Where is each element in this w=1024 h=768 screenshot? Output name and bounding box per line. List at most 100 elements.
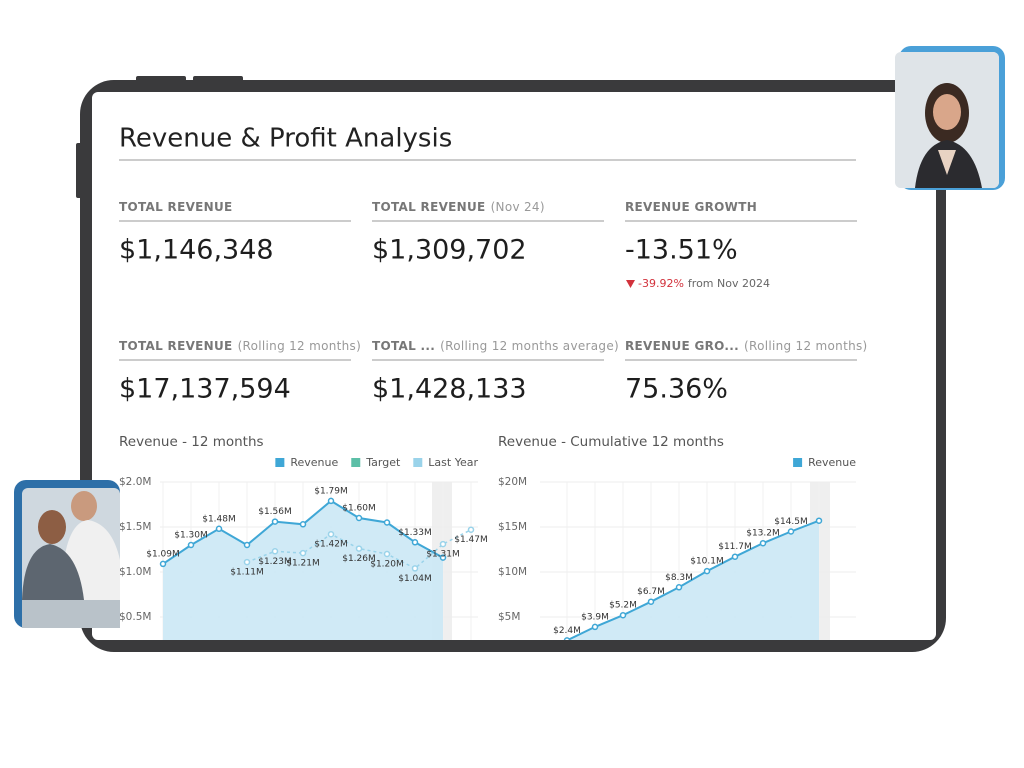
- point: [731, 553, 739, 560]
- data-label: $1.47M: [454, 535, 488, 545]
- point: [243, 558, 251, 566]
- kpi-label: REVENUE GROWTH: [625, 200, 757, 214]
- point: [215, 525, 223, 533]
- point: [271, 548, 279, 555]
- point: [703, 567, 711, 575]
- data-label: $1.23M: [258, 557, 292, 567]
- dashboard: Revenue & Profit Analysis TOTAL REVENUE $…: [119, 124, 868, 640]
- point: [411, 539, 419, 546]
- data-label: $1.31M: [426, 550, 460, 560]
- kpi-value: $17,137,594: [119, 374, 291, 405]
- point: [759, 539, 767, 547]
- chart-title: Revenue - 12 months: [119, 434, 264, 450]
- kpi-value: $1,428,133: [372, 374, 527, 405]
- kpi-label-text: REVENUE GRO...: [625, 339, 739, 353]
- data-label: $3.9M: [581, 612, 609, 622]
- legend-swatch: [793, 458, 803, 467]
- legend-swatch: [351, 458, 361, 467]
- kpi-value: 75.36%: [625, 374, 728, 405]
- kpi-label: TOTAL ... (Rolling 12 months average): [372, 339, 619, 353]
- data-label: $1.20M: [370, 560, 404, 570]
- point: [159, 560, 167, 568]
- data-label: $2.4M: [553, 626, 581, 636]
- data-label: $1.56M: [258, 507, 292, 517]
- point: [383, 519, 391, 526]
- point: [591, 623, 599, 631]
- y-tick-label: $10M: [498, 566, 527, 578]
- kpi-card: TOTAL ... (Rolling 12 months average) $1,4…: [372, 339, 619, 405]
- point: [815, 517, 823, 524]
- data-label: $1.26M: [342, 554, 376, 564]
- photo-right: [895, 46, 1005, 190]
- point: [439, 540, 447, 548]
- kpi-qualifier: (Nov 24): [491, 200, 545, 214]
- data-label: $1.42M: [314, 540, 348, 550]
- data-label: $1.11M: [230, 568, 264, 578]
- chart: Revenue - 12 months $2.0M $1.5M $1.0M $0.5M L…: [119, 434, 488, 640]
- line: [566, 519, 820, 640]
- data-label: $1.33M: [398, 528, 432, 538]
- change-value: -39.92%: [638, 277, 684, 290]
- kpi-card: TOTAL REVENUE (Nov 24) $1,309,702: [372, 200, 604, 266]
- kpi-qualifier: (Rolling 12 months average): [440, 339, 619, 353]
- kpi-label: TOTAL REVENUE (Rolling 12 months): [119, 339, 361, 353]
- legend-swatch: [275, 458, 285, 467]
- down-arrow: [626, 280, 635, 288]
- legend-label: Revenue: [808, 456, 856, 469]
- legend-label: Last Year: [428, 456, 478, 469]
- data-label: $1.48M: [202, 514, 236, 524]
- data-label: $14.5M: [774, 517, 808, 527]
- y-tick-label: $0.5M: [119, 611, 151, 623]
- kpi-label: REVENUE GRO... (Rolling 12 months): [625, 339, 868, 353]
- kpi-card: REVENUE GROWTH -13.51% -39.92% from Nov 202…: [625, 200, 857, 290]
- point: [327, 530, 335, 538]
- y-tick-label: $20M: [498, 476, 527, 488]
- data-label: $1.60M: [342, 504, 376, 514]
- area: [567, 520, 819, 640]
- data-label: $8.3M: [665, 573, 693, 583]
- data-label: $1.04M: [398, 574, 432, 584]
- y-tick-label: $1.5M: [119, 521, 151, 533]
- kpi-label: TOTAL REVENUE (Nov 24): [372, 200, 545, 214]
- kpi-label-text: TOTAL REVENUE: [372, 200, 486, 214]
- chart: Revenue - Cumulative 12 months $20M $15M $1…: [498, 434, 856, 640]
- point: [411, 565, 419, 572]
- kpi-value: -13.51%: [625, 235, 738, 266]
- photo-left: [14, 480, 120, 628]
- point: [271, 518, 279, 525]
- point: [187, 541, 195, 549]
- point: [619, 611, 627, 619]
- point: [299, 549, 307, 557]
- area: [163, 500, 443, 640]
- kpi-card: TOTAL REVENUE (Rolling 12 months) $17,137,…: [119, 339, 361, 405]
- kpi-label-text: TOTAL REVENUE: [119, 339, 233, 353]
- data-label: $11.7M: [718, 542, 752, 552]
- point: [355, 545, 363, 552]
- point: [675, 584, 683, 591]
- data-label: $1.79M: [314, 486, 348, 496]
- kpi-label-text: TOTAL REVENUE: [119, 200, 233, 214]
- data-label: $1.09M: [146, 549, 180, 559]
- point: [563, 637, 571, 640]
- kpi-qualifier: (Rolling 12 months): [238, 339, 362, 353]
- point: [647, 598, 655, 605]
- point: [467, 526, 475, 533]
- data-label: $1.21M: [286, 559, 320, 569]
- data-label: $5.2M: [609, 601, 637, 611]
- data-label: $1.30M: [174, 531, 208, 541]
- point: [439, 554, 447, 561]
- y-tick-label: $5M: [498, 611, 520, 623]
- legend-label: Revenue: [290, 456, 338, 469]
- kpi-card: TOTAL REVENUE $1,146,348: [119, 200, 351, 266]
- point: [355, 514, 363, 522]
- dashboard-title: Revenue & Profit Analysis: [119, 124, 452, 154]
- data-label: $10.1M: [690, 557, 724, 567]
- y-tick-label: $1.0M: [119, 566, 151, 578]
- point: [787, 528, 795, 535]
- point: [299, 521, 307, 528]
- kpi-card: REVENUE GRO... (Rolling 12 months) 75.36%: [625, 339, 868, 405]
- kpi-value: $1,146,348: [119, 235, 274, 266]
- change-note: from Nov 2024: [688, 277, 770, 290]
- legend-label: Target: [365, 456, 401, 469]
